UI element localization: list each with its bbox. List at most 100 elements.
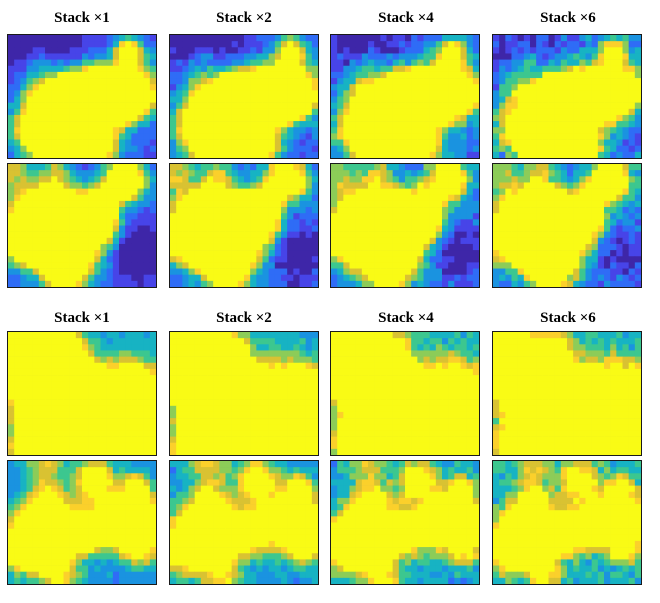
heatmap-cell: [355, 182, 363, 189]
heatmap-cell: [472, 250, 479, 257]
heatmap-cell: [429, 219, 437, 226]
heatmap-cell: [194, 268, 202, 276]
heatmap-cell: [337, 127, 344, 134]
heatmap-cell: [299, 332, 306, 339]
heatmap-cell: [311, 145, 318, 153]
heatmap-cell: [411, 65, 418, 73]
heatmap-cell: [57, 274, 64, 282]
heatmap-cell: [417, 368, 424, 376]
heatmap-cell: [231, 102, 239, 110]
heatmap-cell: [244, 170, 251, 177]
heatmap-cell: [219, 368, 226, 376]
heatmap-cell: [51, 418, 58, 425]
heatmap-cell: [182, 182, 189, 189]
heatmap-cell: [374, 164, 381, 171]
heatmap-cell: [250, 59, 257, 67]
heatmap-cell: [63, 102, 70, 110]
heatmap-cell: [287, 121, 294, 128]
heatmap-cell: [176, 362, 183, 370]
heatmap-cell: [57, 59, 64, 67]
heatmap-cell: [454, 231, 461, 239]
heatmap-cell: [411, 133, 418, 140]
heatmap-cell: [225, 362, 232, 370]
heatmap-cell: [616, 151, 623, 158]
heatmap-cell: [225, 182, 232, 189]
heatmap-cell: [628, 78, 636, 85]
heatmap-cell: [337, 145, 344, 153]
heatmap-cell: [355, 170, 363, 177]
heatmap-cell: [349, 338, 356, 345]
heatmap-cell: [182, 194, 189, 202]
heatmap-cell: [405, 65, 412, 73]
heatmap-cell: [287, 356, 294, 364]
heatmap-cell: [530, 225, 537, 232]
heatmap-cell: [237, 151, 245, 158]
heatmap-cell: [454, 200, 461, 208]
heatmap-cell: [554, 194, 562, 202]
heatmap-cell: [125, 448, 132, 455]
heatmap-cell: [188, 213, 195, 220]
heatmap-cell: [82, 268, 89, 276]
heatmap-cell: [604, 164, 611, 171]
heatmap-cell: [604, 35, 611, 42]
heatmap-cell: [213, 200, 220, 208]
heatmap-cell: [268, 102, 276, 110]
heatmap-cell: [51, 436, 58, 444]
heatmap-cell: [250, 280, 257, 287]
heatmap-cell: [597, 188, 605, 196]
heatmap-cell: [392, 344, 400, 351]
heatmap-cell: [287, 424, 294, 431]
heatmap-cell: [14, 405, 21, 413]
heatmap-cell: [8, 344, 15, 351]
heatmap-cell: [493, 200, 500, 208]
heatmap-cell: [361, 151, 369, 158]
heatmap-cell: [32, 170, 40, 177]
heatmap-cell: [14, 96, 21, 103]
heatmap-cell: [131, 237, 138, 245]
heatmap-cell: [355, 114, 363, 122]
heatmap-cell: [119, 194, 126, 202]
heatmap-cell: [200, 78, 208, 85]
heatmap-cell: [14, 170, 21, 177]
heatmap-cell: [591, 231, 599, 239]
heatmap-cell: [622, 250, 629, 257]
heatmap-cell: [616, 188, 623, 196]
heatmap-cell: [398, 243, 406, 251]
heatmap-cell: [293, 41, 300, 48]
heatmap-cell: [8, 182, 15, 189]
heatmap-cell: [281, 356, 288, 364]
heatmap-cell: [26, 47, 33, 54]
heatmap-cell: [472, 96, 479, 103]
heatmap-cell: [299, 344, 306, 351]
heatmap-cell: [337, 84, 344, 91]
heatmap-cell: [305, 381, 313, 388]
heatmap-cell: [349, 84, 356, 91]
heatmap-cell: [511, 274, 518, 282]
heatmap-cell: [188, 362, 195, 370]
heatmap-cell: [51, 133, 58, 140]
heatmap-cell: [219, 231, 226, 239]
heatmap-cell: [448, 65, 455, 73]
heatmap-cell: [219, 268, 226, 276]
heatmap-cell: [548, 114, 555, 122]
heatmap-cell: [256, 375, 263, 382]
heatmap-cell: [423, 274, 430, 282]
heatmap-cell: [188, 436, 195, 444]
heatmap-cell: [305, 338, 313, 345]
heatmap-cell: [94, 65, 101, 73]
heatmap-cell: [82, 436, 89, 444]
heatmap-cell: [200, 164, 208, 171]
heatmap-texture: [8, 35, 156, 158]
heatmap-cell: [448, 344, 455, 351]
heatmap-cell: [213, 332, 220, 339]
heatmap-cell: [231, 344, 239, 351]
heatmap-cell: [305, 59, 313, 67]
heatmap-cell: [20, 268, 27, 276]
heatmap-cell: [32, 356, 40, 364]
heatmap-cell: [88, 41, 95, 48]
heatmap-cell: [170, 108, 177, 116]
heatmap-cell: [604, 47, 611, 54]
heatmap-cell: [82, 194, 89, 202]
heatmap-cell: [112, 436, 120, 444]
heatmap-cell: [542, 243, 549, 251]
